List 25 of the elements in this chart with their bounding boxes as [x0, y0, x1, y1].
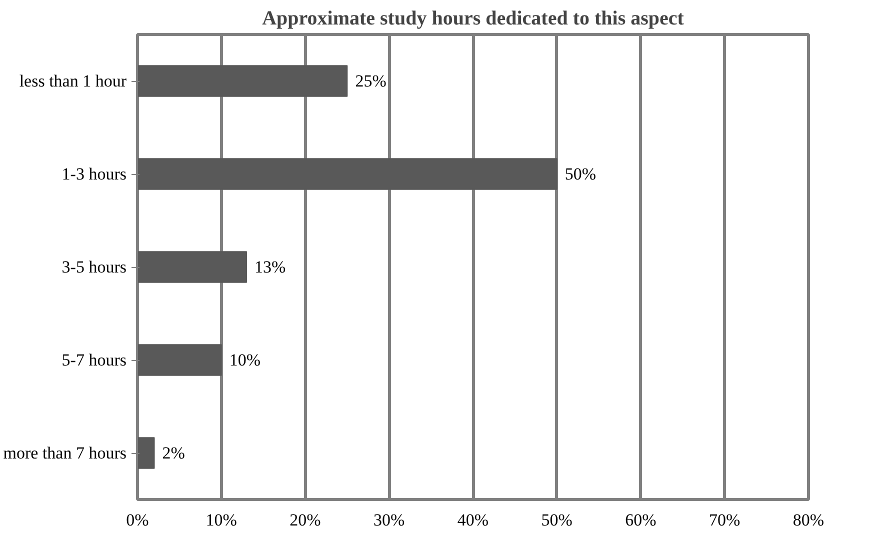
data-label: 13%	[254, 258, 286, 276]
x-tick-label: 20%	[290, 510, 321, 530]
bar	[138, 251, 248, 283]
y-tick-label: 5-7 hours	[62, 350, 127, 370]
data-label: 25%	[355, 72, 386, 90]
bar	[138, 158, 558, 190]
x-tick-label: 30%	[374, 510, 405, 530]
y-tick-label: 1-3 hours	[62, 164, 127, 184]
bar	[138, 65, 348, 97]
y-tick-label: more than 7 hours	[3, 444, 127, 462]
bar	[138, 344, 222, 376]
data-label: 10%	[229, 350, 261, 370]
chart-title: Approximate study hours dedicated to this aspect	[262, 8, 684, 30]
y-tick-label: 3-5 hours	[62, 258, 127, 276]
data-label: 2%	[162, 444, 185, 462]
bar	[138, 437, 155, 469]
x-tick-label: 0%	[126, 510, 149, 530]
x-tick-label: 80%	[792, 510, 824, 530]
x-tick-label: 50%	[541, 510, 572, 530]
data-label: 50%	[564, 164, 596, 184]
x-tick-label: 60%	[625, 510, 656, 530]
x-tick-label: 10%	[206, 510, 237, 530]
x-tick-label: 70%	[709, 510, 740, 530]
y-tick-label: less than 1 hour	[19, 72, 127, 90]
x-tick-label: 40%	[457, 510, 489, 530]
